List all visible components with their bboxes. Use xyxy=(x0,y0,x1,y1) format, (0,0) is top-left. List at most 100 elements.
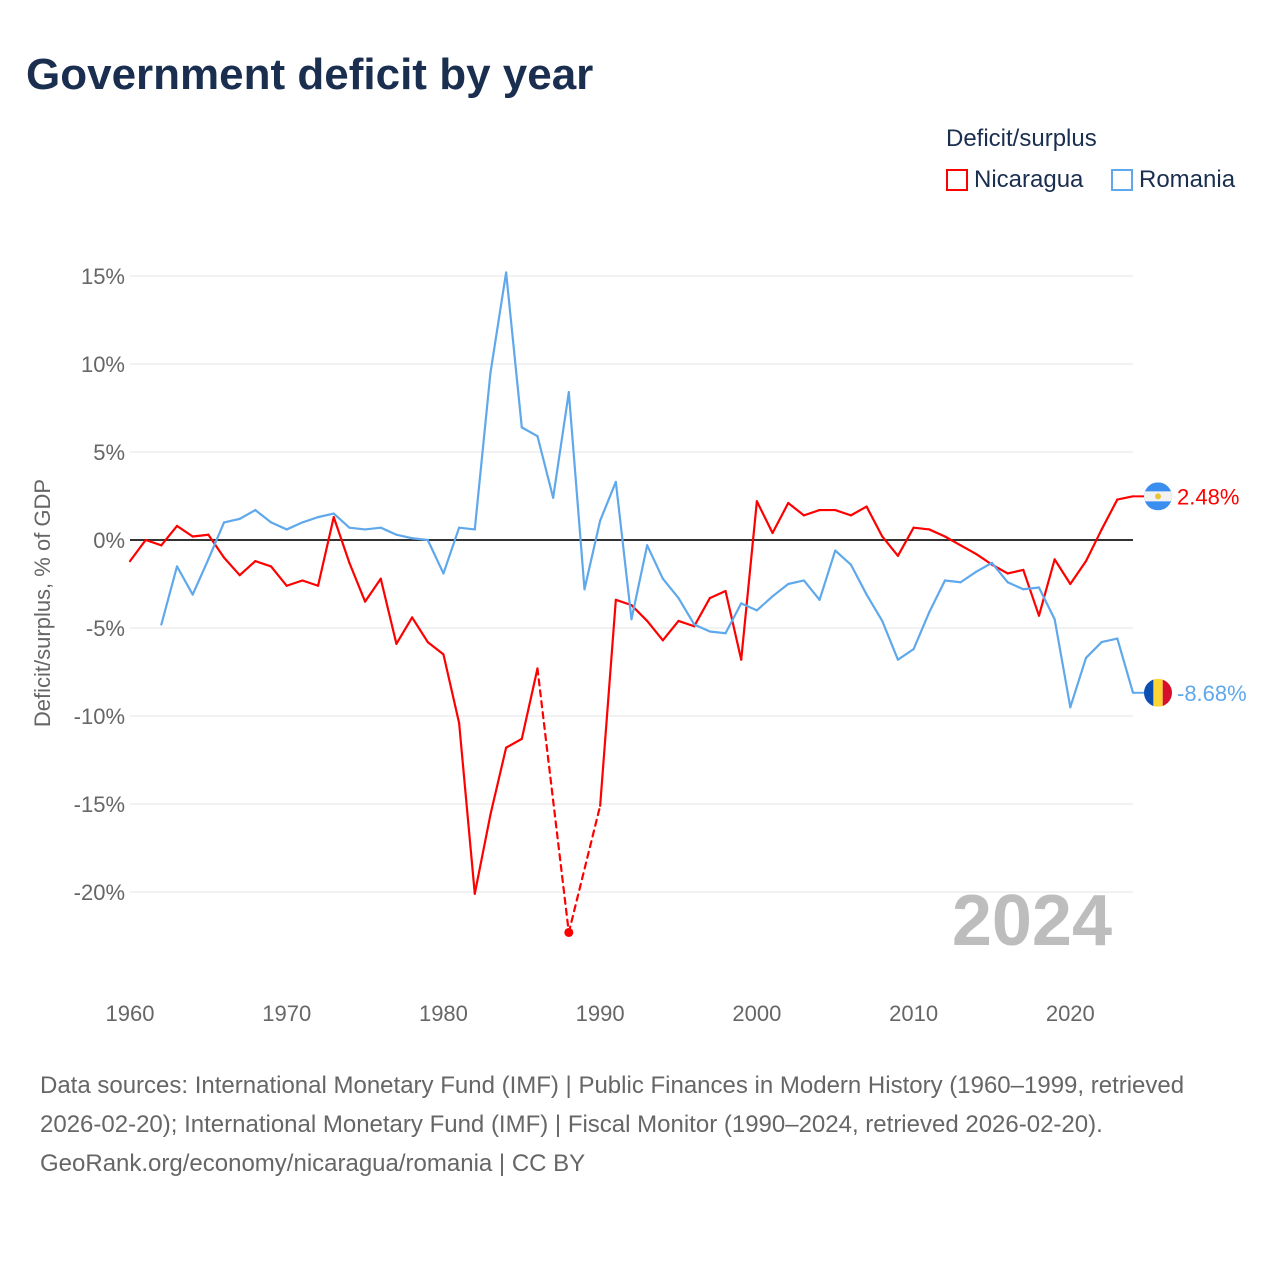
series-segment-nicaragua xyxy=(771,501,790,535)
legend-swatch-nicaragua xyxy=(946,169,968,191)
x-tick-label: 1960 xyxy=(106,1001,155,1026)
series-segment-romania xyxy=(379,526,398,536)
series-segment-romania xyxy=(332,512,351,529)
series-segment-nicaragua xyxy=(1116,495,1135,501)
series-segment-nicaragua xyxy=(975,552,994,566)
series-segment-nicaragua xyxy=(348,561,367,603)
series-segment-nicaragua xyxy=(677,619,696,628)
series-segment-romania xyxy=(724,602,743,635)
series-segment-romania xyxy=(943,579,962,584)
series-segment-romania xyxy=(583,519,602,591)
series-segment-romania xyxy=(238,508,257,520)
series-segment-nicaragua xyxy=(473,813,492,895)
series-segment-romania xyxy=(599,480,617,522)
series-segment-romania xyxy=(614,480,633,621)
x-tick-label: 2000 xyxy=(732,1001,781,1026)
series-segment-nicaragua xyxy=(755,500,774,535)
series-segment-romania xyxy=(881,619,900,661)
source-link[interactable]: GeoRank.org/economy/nicaragua/romania | … xyxy=(40,1150,586,1177)
series-segment-romania xyxy=(677,596,696,626)
series-segment-nicaragua xyxy=(395,616,414,645)
series-segment-romania xyxy=(771,582,790,598)
series-segment-nicaragua xyxy=(458,721,476,895)
series-segment-nicaragua xyxy=(175,524,194,538)
series-segment-nicaragua xyxy=(222,556,241,577)
series-segment-romania xyxy=(818,549,837,601)
series-segment-romania xyxy=(1100,637,1119,644)
series-segment-nicaragua xyxy=(489,746,508,816)
series-segment-romania xyxy=(802,579,821,601)
series-segment-romania xyxy=(175,565,194,596)
end-value-label: 2.48% xyxy=(1177,484,1239,509)
series-segment-romania xyxy=(990,561,1009,584)
series-segment-romania xyxy=(395,533,414,540)
series-segment-romania xyxy=(630,544,649,621)
series-segment-romania xyxy=(661,577,680,600)
series-segment-nicaragua xyxy=(301,579,320,587)
legend-item-nicaragua[interactable]: Nicaragua xyxy=(946,166,1083,194)
series-segment-nicaragua xyxy=(834,508,853,517)
series-segment-nicaragua xyxy=(646,619,664,642)
series-segment-romania xyxy=(646,544,664,580)
series-segment-nicaragua xyxy=(865,505,884,538)
series-segment-romania xyxy=(316,512,335,519)
series-segment-nicaragua xyxy=(802,508,821,517)
series-segment-romania xyxy=(708,630,727,635)
series-segment-romania xyxy=(740,602,758,612)
data-sources: Data sources: International Monetary Fun… xyxy=(40,1072,1185,1138)
series-segment-nicaragua xyxy=(285,579,304,587)
y-tick-label: 15% xyxy=(81,264,125,289)
nicaragua-flag-icon xyxy=(1144,482,1172,511)
series-segment-romania xyxy=(285,521,304,531)
legend-label: Romania xyxy=(1139,166,1236,193)
legend-title: Deficit/surplus xyxy=(946,125,1097,152)
x-tick-label: 1990 xyxy=(576,1001,625,1026)
series-segment-romania xyxy=(912,611,931,651)
x-tick-label: 1970 xyxy=(262,1001,311,1026)
legend-item-romania[interactable]: Romania xyxy=(1111,166,1235,194)
y-axis-label: Deficit/surplus, % of GDP xyxy=(30,479,55,727)
series-segment-nicaragua xyxy=(1006,568,1025,575)
series-segment-romania xyxy=(363,526,382,531)
series-segment-nicaragua xyxy=(1053,558,1072,586)
y-tick-label: 0% xyxy=(93,528,125,553)
series-segment-nicaragua xyxy=(316,516,335,587)
series-segment-nicaragua xyxy=(520,667,539,740)
series-segment-nicaragua xyxy=(567,804,602,934)
y-tick-label: -10% xyxy=(74,704,125,729)
series-segment-romania xyxy=(787,579,805,586)
series-segment-nicaragua xyxy=(363,577,382,603)
series-segment-romania xyxy=(975,561,994,573)
chart-title: Government deficit by year xyxy=(26,50,594,99)
series-segment-nicaragua xyxy=(379,577,398,645)
series-segment-romania xyxy=(1116,637,1135,694)
series-segment-romania xyxy=(928,579,947,614)
series-segment-nicaragua xyxy=(426,640,445,656)
y-tick-label: 10% xyxy=(81,352,125,377)
series-segment-nicaragua xyxy=(693,596,711,628)
series-segment-romania xyxy=(254,508,273,524)
data-point xyxy=(564,927,574,937)
series-segment-romania xyxy=(1006,581,1025,591)
series-segment-romania xyxy=(269,521,288,531)
series-segment-nicaragua xyxy=(928,528,947,538)
series-segment-romania xyxy=(755,595,774,612)
y-tick-label: -15% xyxy=(74,792,125,817)
y-tick-label: -20% xyxy=(74,880,125,905)
year-watermark: 2024 xyxy=(952,881,1112,961)
series-segment-nicaragua xyxy=(787,501,805,517)
line-chart: 15% 10% 5% 0% -5% -10% -15% -20% 1960 1970 1980 199… xyxy=(30,264,1247,1026)
series-segment-nicaragua xyxy=(881,535,900,557)
series-segment-romania xyxy=(567,391,586,591)
romania-flag-icon xyxy=(1144,678,1172,707)
series-segment-nicaragua xyxy=(1084,528,1103,563)
series-segment-nicaragua xyxy=(160,524,179,547)
series-segment-romania xyxy=(959,570,978,584)
series-segment-romania xyxy=(834,549,853,566)
series-segment-nicaragua xyxy=(740,500,758,661)
series-segment-romania xyxy=(301,516,320,524)
series-segment-nicaragua xyxy=(144,538,163,547)
series-segment-nicaragua xyxy=(269,565,288,587)
series-segment-romania xyxy=(896,648,915,661)
